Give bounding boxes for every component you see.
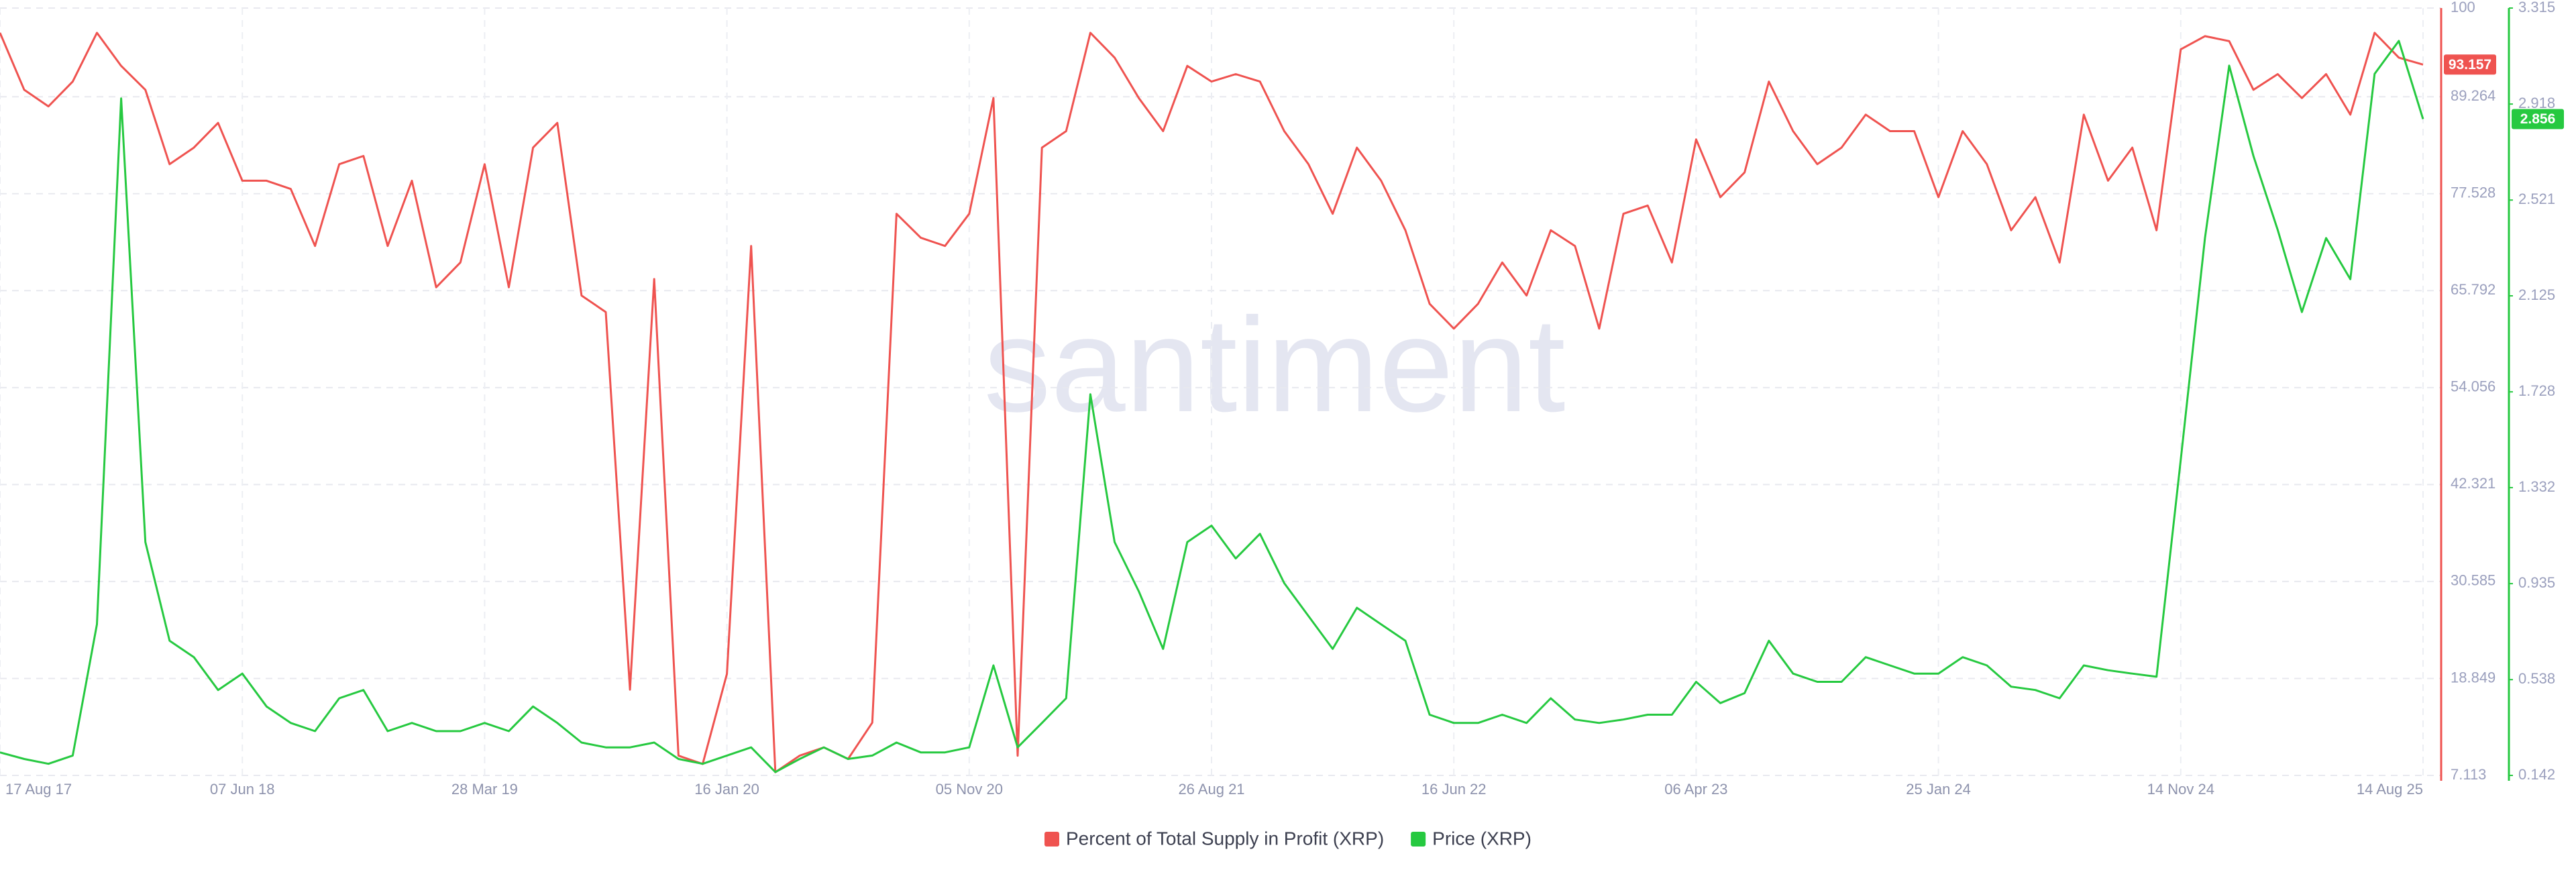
legend: Percent of Total Supply in Profit (XRP) P… — [1044, 828, 1532, 849]
y-tick-label: 42.321 — [2451, 475, 2496, 492]
value-badge-label: 2.856 — [2520, 111, 2556, 127]
y-tick-label: 89.264 — [2451, 87, 2496, 104]
legend-swatch — [1044, 832, 1059, 847]
y2-tick-label: 2.521 — [2518, 190, 2555, 207]
y2-tick-label: 3.315 — [2518, 0, 2555, 15]
x-tick-label: 28 Mar 19 — [451, 781, 518, 798]
legend-label: Percent of Total Supply in Profit (XRP) — [1066, 828, 1384, 849]
y-tick-label: 54.056 — [2451, 378, 2496, 395]
x-tick-label: 14 Nov 24 — [2147, 781, 2214, 798]
y-tick-label: 30.585 — [2451, 572, 2496, 589]
series-line — [0, 32, 2424, 773]
y-tick-label: 100 — [2451, 0, 2475, 15]
x-tick-label: 07 Jun 18 — [210, 781, 275, 798]
y-tick-label: 18.849 — [2451, 669, 2496, 686]
y-tick-label: 77.528 — [2451, 184, 2496, 201]
legend-label: Price (XRP) — [1432, 828, 1532, 849]
x-tick-label: 16 Jun 22 — [1421, 781, 1487, 798]
legend-swatch — [1411, 832, 1426, 847]
x-tick-label: 16 Jan 20 — [694, 781, 759, 798]
watermark: santiment — [983, 290, 1565, 440]
value-badge — [2512, 109, 2564, 129]
x-tick-label: 25 Jan 24 — [1906, 781, 1971, 798]
y2-tick-label: 1.332 — [2518, 478, 2555, 495]
x-tick-label: 26 Aug 21 — [1178, 781, 1244, 798]
y2-tick-label: 0.935 — [2518, 574, 2555, 591]
x-tick-label: 14 Aug 25 — [2357, 781, 2423, 798]
x-tick-label: 06 Apr 23 — [1664, 781, 1727, 798]
x-tick-label: 05 Nov 20 — [936, 781, 1003, 798]
y-tick-label: 7.113 — [2451, 766, 2486, 783]
y2-tick-label: 2.918 — [2518, 95, 2555, 111]
y2-tick-label: 2.125 — [2518, 286, 2555, 303]
value-badge-label: 93.157 — [2449, 57, 2491, 72]
series-line — [0, 40, 2424, 773]
y2-tick-label: 1.728 — [2518, 382, 2555, 399]
y-tick-label: 65.792 — [2451, 281, 2496, 298]
x-tick-label: 17 Aug 17 — [5, 781, 72, 798]
y2-tick-label: 0.538 — [2518, 670, 2555, 687]
value-badge — [2444, 54, 2496, 75]
y2-tick-label: 0.142 — [2518, 766, 2555, 783]
